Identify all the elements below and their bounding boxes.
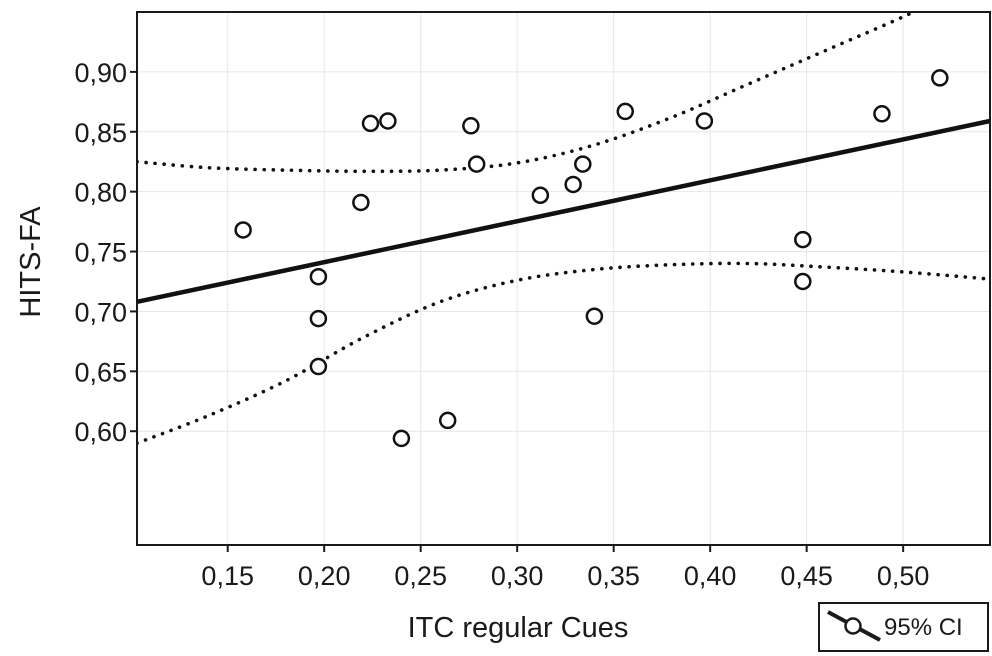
x-tick-label: 0,20 <box>298 561 351 591</box>
x-axis-ticks: 0,15 0,20 0,25 0,30 0,35 0,40 0,45 0,50 <box>201 545 929 591</box>
x-tick-label: 0,30 <box>491 561 544 591</box>
legend: 95% CI <box>818 602 989 652</box>
x-tick-label: 0,15 <box>201 561 254 591</box>
data-point <box>931 69 949 87</box>
legend-marker-symbol <box>844 617 862 635</box>
data-point <box>531 186 550 205</box>
data-point <box>564 175 582 194</box>
y-tick-label: 0,70 <box>74 297 127 327</box>
ci-upper-curve <box>137 12 918 174</box>
plot-frame <box>136 11 991 546</box>
legend-label: 95% CI <box>884 614 963 641</box>
y-tick-label: 0,75 <box>74 238 127 268</box>
y-tick-label: 0,85 <box>74 118 127 148</box>
data-point <box>794 272 812 291</box>
data-point <box>309 309 328 328</box>
regression-line-group <box>136 118 991 305</box>
data-point <box>438 411 457 430</box>
data-point <box>352 193 370 212</box>
data-point <box>873 105 891 123</box>
confidence-bands <box>137 12 990 445</box>
y-tick-label: 0,90 <box>74 58 127 88</box>
data-point <box>309 357 328 376</box>
data-point <box>794 230 812 249</box>
y-tick-label: 0,80 <box>74 178 127 208</box>
data-point <box>392 429 411 448</box>
data-point <box>574 155 592 173</box>
data-points <box>234 69 949 448</box>
data-point <box>695 112 714 130</box>
y-tick-label: 0,65 <box>74 357 127 387</box>
data-point <box>361 114 380 133</box>
y-axis-title: HITS-FA <box>15 206 47 318</box>
x-axis-title: ITC regular Cues <box>408 612 629 644</box>
x-tick-label: 0,40 <box>684 561 737 591</box>
data-point <box>462 117 480 135</box>
y-tick-label: 0,60 <box>74 417 127 447</box>
x-tick-label: 0,45 <box>780 561 833 591</box>
data-point <box>616 102 635 121</box>
data-point <box>467 155 486 173</box>
ci-lower-curve <box>137 261 990 445</box>
data-point <box>379 112 397 130</box>
x-tick-label: 0,25 <box>394 561 447 591</box>
x-tick-label: 0,50 <box>877 561 930 591</box>
x-tick-label: 0,35 <box>587 561 640 591</box>
data-point <box>309 267 328 286</box>
data-point <box>234 221 252 239</box>
y-axis-ticks: 0,60 0,65 0,70 0,75 0,80 0,85 0,90 <box>74 58 137 447</box>
data-point <box>585 307 604 325</box>
regression-line <box>136 118 991 305</box>
